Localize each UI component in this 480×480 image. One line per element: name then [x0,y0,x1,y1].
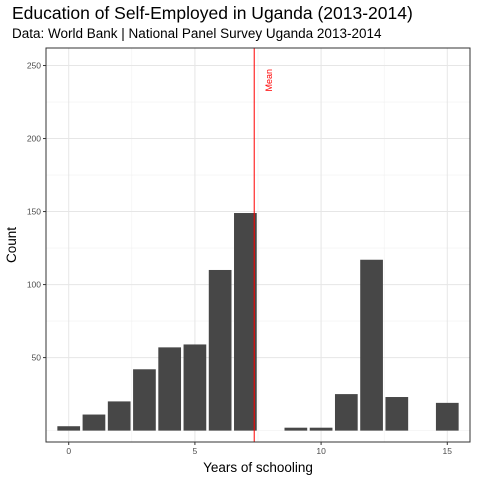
x-tick-label: 0 [66,446,71,456]
plot-border [45,47,471,443]
chart-subtitle: Data: World Bank | National Panel Survey… [12,26,382,41]
y-tick-label: 200 [27,134,41,144]
histogram-bar [158,347,182,431]
y-axis-title: Count [4,227,19,263]
histogram-bar [183,344,207,431]
y-tick-label: 50 [32,353,42,363]
histogram-bar [334,394,358,431]
histogram-bar [234,213,257,431]
histogram-bar [435,402,459,431]
mean-label: Mean [264,69,274,92]
histogram-bar [385,397,409,431]
x-tick-label: 5 [193,446,198,456]
histogram-bar [309,427,333,431]
histogram-bar [208,269,232,431]
y-tick-label: 100 [27,280,41,290]
x-tick-label: 15 [443,446,453,456]
histogram-bar [57,426,81,431]
y-tick-label: 250 [27,61,41,71]
histogram-bar [82,414,106,431]
chart-title: Education of Self-Employed in Uganda (20… [12,3,413,23]
x-axis-title: Years of schooling [203,460,313,475]
histogram-bar [284,427,308,431]
y-tick-label: 150 [27,207,41,217]
histogram-bar [360,259,383,431]
x-tick-label: 10 [316,446,326,456]
histogram-bar [133,369,156,431]
histogram-bar [107,401,131,431]
